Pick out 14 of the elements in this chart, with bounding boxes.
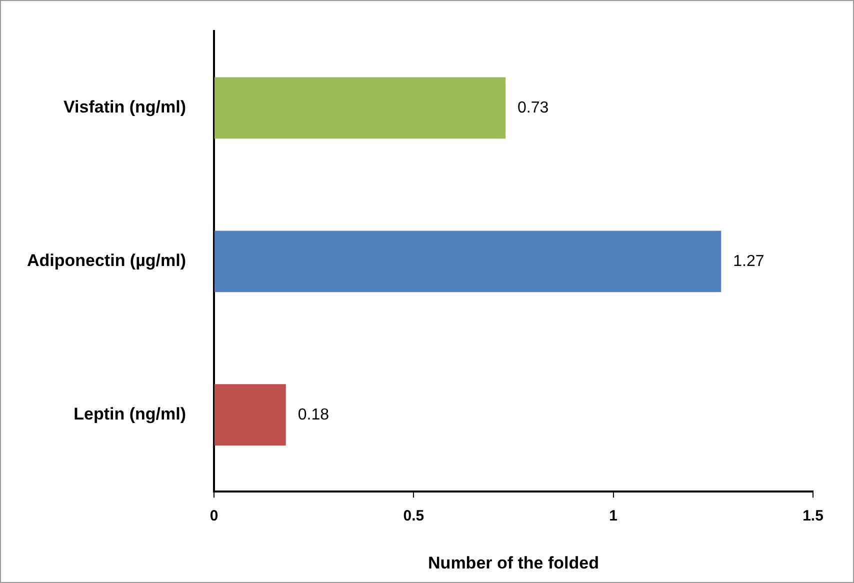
y-tick-label: Adiponectin (µg/ml) [26,251,186,270]
data-label: 1.27 [733,252,764,270]
y-tick-label: Leptin (ng/ml) [74,404,186,424]
x-tick-label: 0 [210,508,218,525]
x-tick-label: 1.5 [802,508,824,525]
x-tick-label: 1 [609,508,618,525]
bar [214,77,506,139]
y-tick-label: Visfatin (ng/ml) [64,98,186,117]
x-tick-label: 0.5 [403,508,424,525]
bar [214,384,286,446]
bar [214,230,722,292]
data-label: 0.73 [518,99,549,116]
data-label: 0.18 [298,406,330,424]
x-axis-title: Number of the folded [428,553,599,572]
